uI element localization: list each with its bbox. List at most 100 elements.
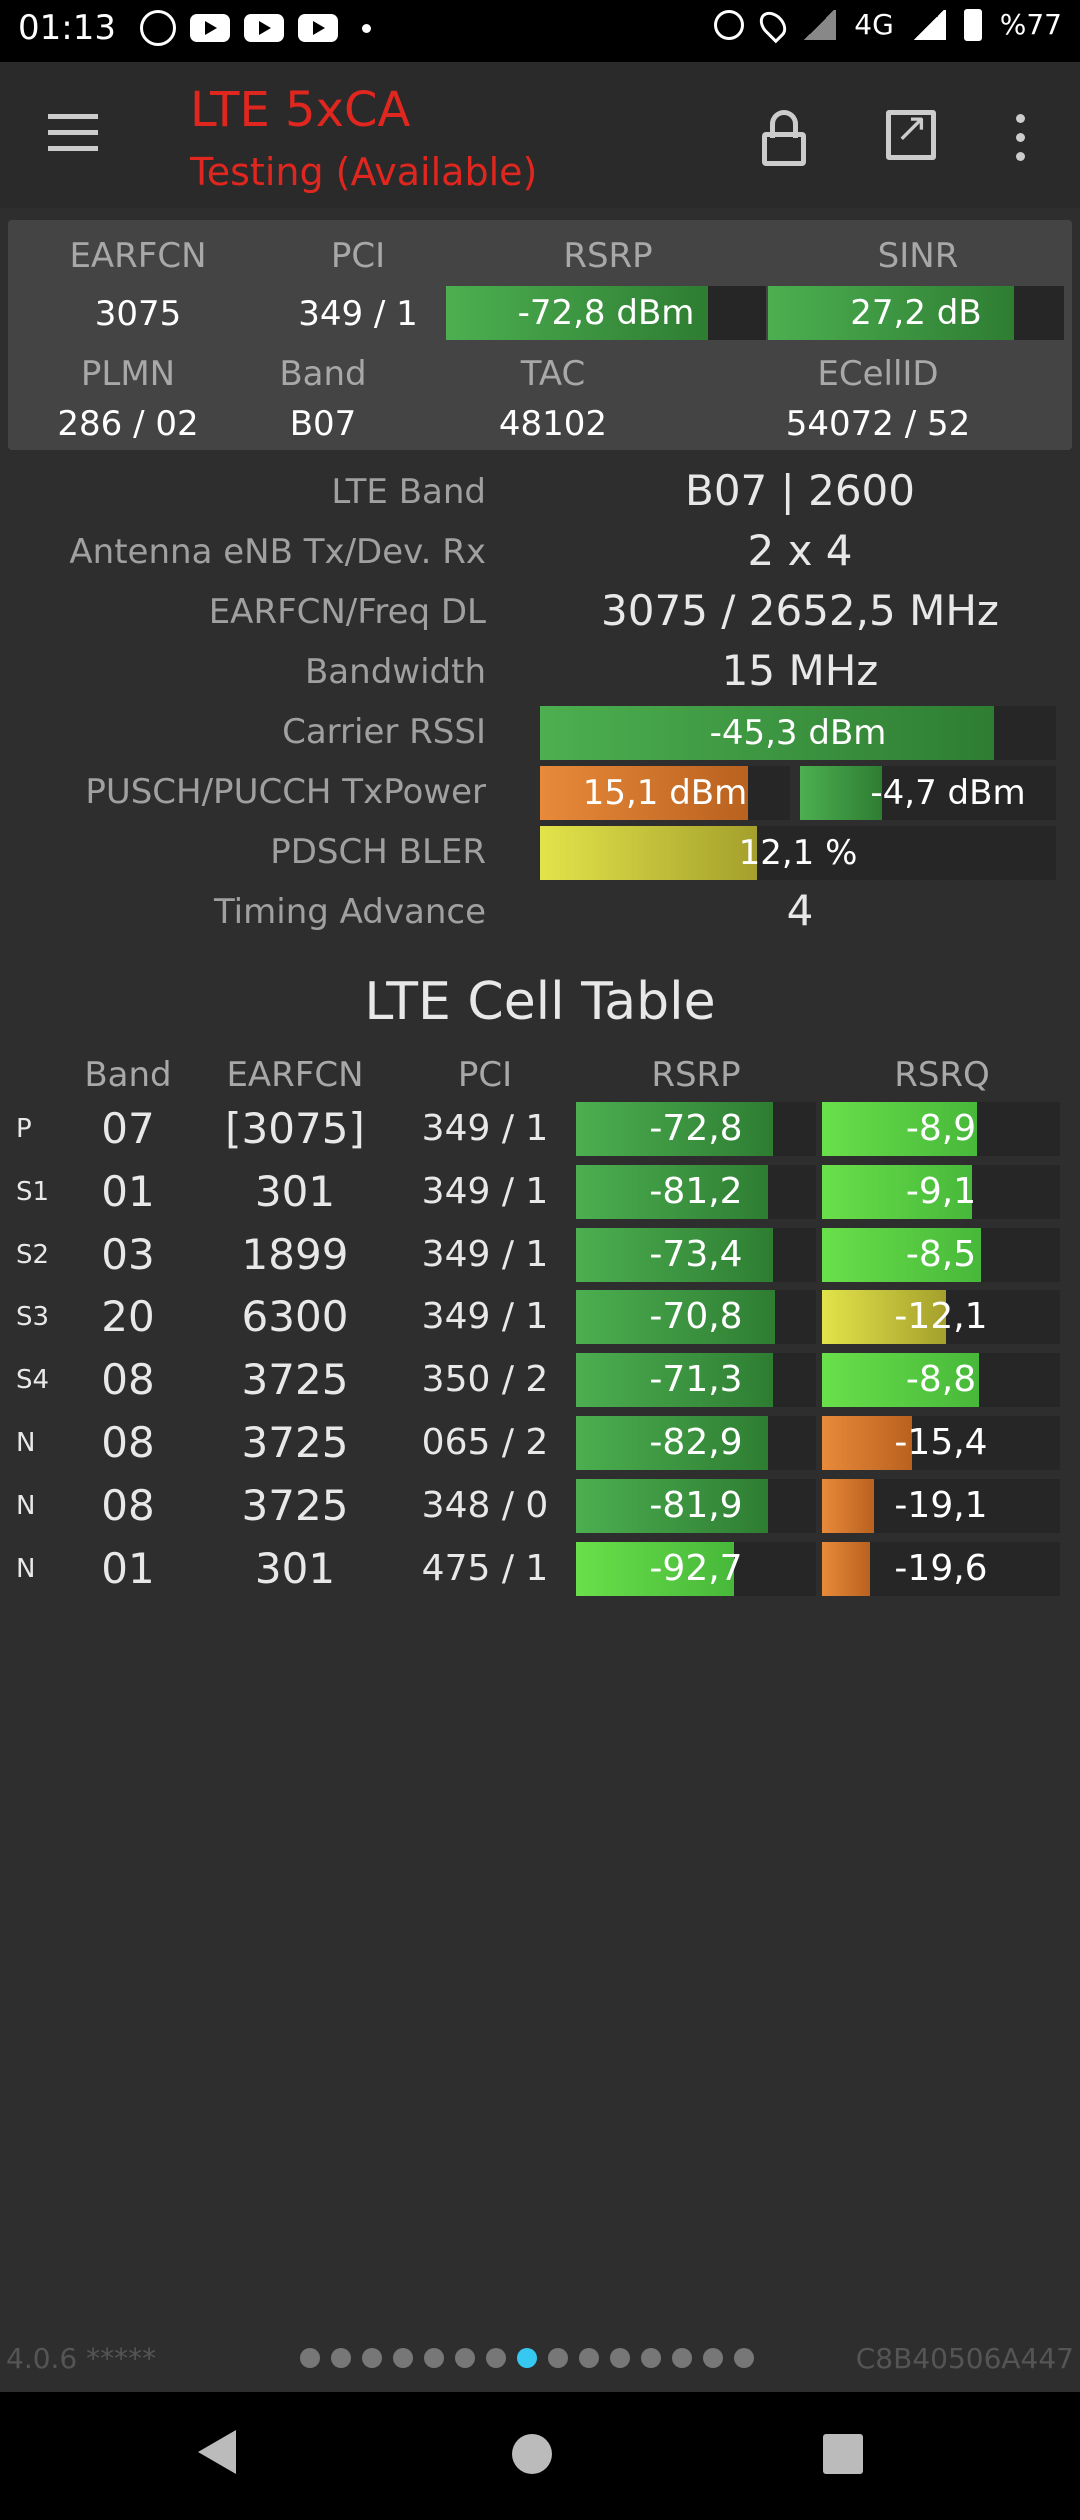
network-type: 4G: [854, 8, 894, 41]
cell-type: S3: [16, 1302, 50, 1333]
cell-band: 07: [101, 1104, 155, 1153]
open-external-icon[interactable]: [886, 105, 936, 160]
sinr-bar: 27,2 dB: [768, 286, 1064, 340]
col-rsrp-header: RSRP: [651, 1055, 741, 1095]
pusch-power-fill: [540, 766, 748, 820]
col-earfcn-header: EARFCN: [226, 1055, 364, 1095]
page-dot[interactable]: [362, 2348, 382, 2368]
youtube-icon: [244, 14, 284, 42]
cell-band: 20: [101, 1292, 155, 1342]
page-dot[interactable]: [641, 2348, 661, 2368]
cell-earfcn: 1899: [241, 1229, 349, 1279]
cell-band: 08: [101, 1355, 155, 1405]
table-row: N 01 301 475 / 1 -92,7 -19,6: [0, 1538, 1080, 1600]
band-label: Band: [279, 354, 367, 394]
page-dot[interactable]: [455, 2348, 475, 2368]
page-dot[interactable]: [579, 2348, 599, 2368]
pusch-power-value: 15,1 dBm: [582, 773, 748, 813]
cell-type: S1: [16, 1176, 50, 1207]
carrier-rssi-bar: -45,3 dBm: [540, 706, 1056, 760]
battery-level: %77: [999, 8, 1062, 41]
cell-rsrp-fill: [576, 1164, 768, 1219]
page-dot[interactable]: [548, 2348, 568, 2368]
app-bar: LTE 5xCA Testing (Available): [0, 62, 1080, 208]
ecellid-value: 54072 / 52: [785, 404, 971, 444]
battery-icon: [963, 8, 982, 41]
page-dot[interactable]: [331, 2348, 351, 2368]
table-row: S2 03 1899 349 / 1 -73,4 -8,5: [0, 1224, 1080, 1286]
cell-rsrq-bar: -19,1: [822, 1478, 1060, 1533]
page-dot[interactable]: [486, 2348, 506, 2368]
tac-label: TAC: [520, 354, 586, 394]
cell-rsrp-fill: [576, 1353, 773, 1408]
more-options-icon[interactable]: [1016, 114, 1026, 171]
bandwidth-value: 15 MHz: [721, 646, 879, 695]
page-dot[interactable]: [300, 2348, 320, 2368]
cell-earfcn: 301: [254, 1543, 336, 1593]
cell-rsrq: -8,5: [905, 1233, 977, 1275]
cell-rsrp: -70,8: [649, 1296, 743, 1338]
cell-rsrq-fill: [822, 1478, 875, 1533]
pucch-power-bar: -4,7 dBm: [800, 766, 1056, 820]
home-icon[interactable]: [512, 2434, 552, 2474]
pucch-power-fill: [800, 766, 882, 820]
cell-pci: 349 / 1: [421, 1296, 549, 1338]
col-pci-header: PCI: [457, 1055, 513, 1095]
earfcn-freq-value: 3075 / 2652,5 MHz: [601, 586, 999, 635]
page-dot[interactable]: [517, 2348, 537, 2368]
cell-type: S2: [16, 1239, 50, 1270]
cell-table-title: LTE Cell Table: [364, 972, 716, 1032]
cell-rsrq-fill: [822, 1353, 980, 1408]
back-icon[interactable]: [198, 2430, 236, 2474]
cell-rsrp-fill: [576, 1290, 776, 1345]
cell-rsrp-bar: -70,8: [576, 1290, 816, 1345]
lock-icon[interactable]: [762, 110, 806, 166]
cell-rsrq-fill: [822, 1290, 946, 1345]
cell-rsrq-bar: -19,6: [822, 1541, 1060, 1596]
page-dot[interactable]: [610, 2348, 630, 2368]
notification-dot: [362, 23, 371, 33]
cell-rsrp-fill: [576, 1102, 773, 1156]
table-row: S4 08 3725 350 / 2 -71,3 -8,8: [0, 1349, 1080, 1411]
cell-type: P: [16, 1114, 32, 1144]
rsrp-label: RSRP: [563, 236, 653, 276]
page-dot[interactable]: [393, 2348, 413, 2368]
page-dot[interactable]: [424, 2348, 444, 2368]
cell-band: 08: [101, 1418, 155, 1467]
cell-rsrp-fill: [576, 1478, 768, 1533]
notification-icons: [140, 10, 371, 46]
cell-rsrq: -19,6: [894, 1547, 988, 1589]
cell-earfcn: 6300: [241, 1292, 349, 1342]
cell-rsrp-fill: [576, 1541, 735, 1596]
cell-rsrp: -82,9: [649, 1422, 743, 1463]
pci-label: PCI: [330, 236, 386, 276]
cell-rsrp: -81,2: [649, 1170, 743, 1212]
cell-band: 08: [101, 1480, 155, 1530]
page-dot[interactable]: [734, 2348, 754, 2368]
page-dot[interactable]: [703, 2348, 723, 2368]
timing-advance-value: 4: [786, 886, 814, 935]
location-icon: [754, 6, 792, 43]
signal-icon: [911, 9, 946, 40]
page-indicator[interactable]: [300, 2348, 754, 2368]
pci-value: 349 / 1: [298, 294, 418, 334]
signal-icon: [802, 9, 837, 40]
rsrp-bar: -72,8 dBm: [446, 286, 766, 340]
cell-type: N: [16, 1553, 36, 1584]
youtube-icon: [190, 14, 230, 42]
carrier-rssi-fill: [540, 706, 995, 760]
page-dot[interactable]: [672, 2348, 692, 2368]
cell-pci: 349 / 1: [421, 1170, 549, 1212]
system-icons: 4G %77: [714, 6, 1062, 43]
cell-rsrq-bar: -15,4: [822, 1416, 1060, 1470]
cell-rsrp: -73,4: [649, 1233, 743, 1275]
cell-pci: 065 / 2: [421, 1422, 549, 1463]
app-title: LTE 5xCA: [190, 82, 411, 138]
lte-band-label: LTE Band: [331, 472, 486, 512]
plmn-label: PLMN: [80, 354, 176, 394]
sinr-bar-fill: [768, 286, 1014, 340]
serving-cell-summary: EARFCN PCI RSRP SINR 3075 349 / 1 -72,8 …: [8, 220, 1072, 450]
recents-icon[interactable]: [823, 2434, 863, 2474]
menu-icon[interactable]: [48, 114, 98, 154]
carrier-rssi-label: Carrier RSSI: [282, 712, 486, 752]
